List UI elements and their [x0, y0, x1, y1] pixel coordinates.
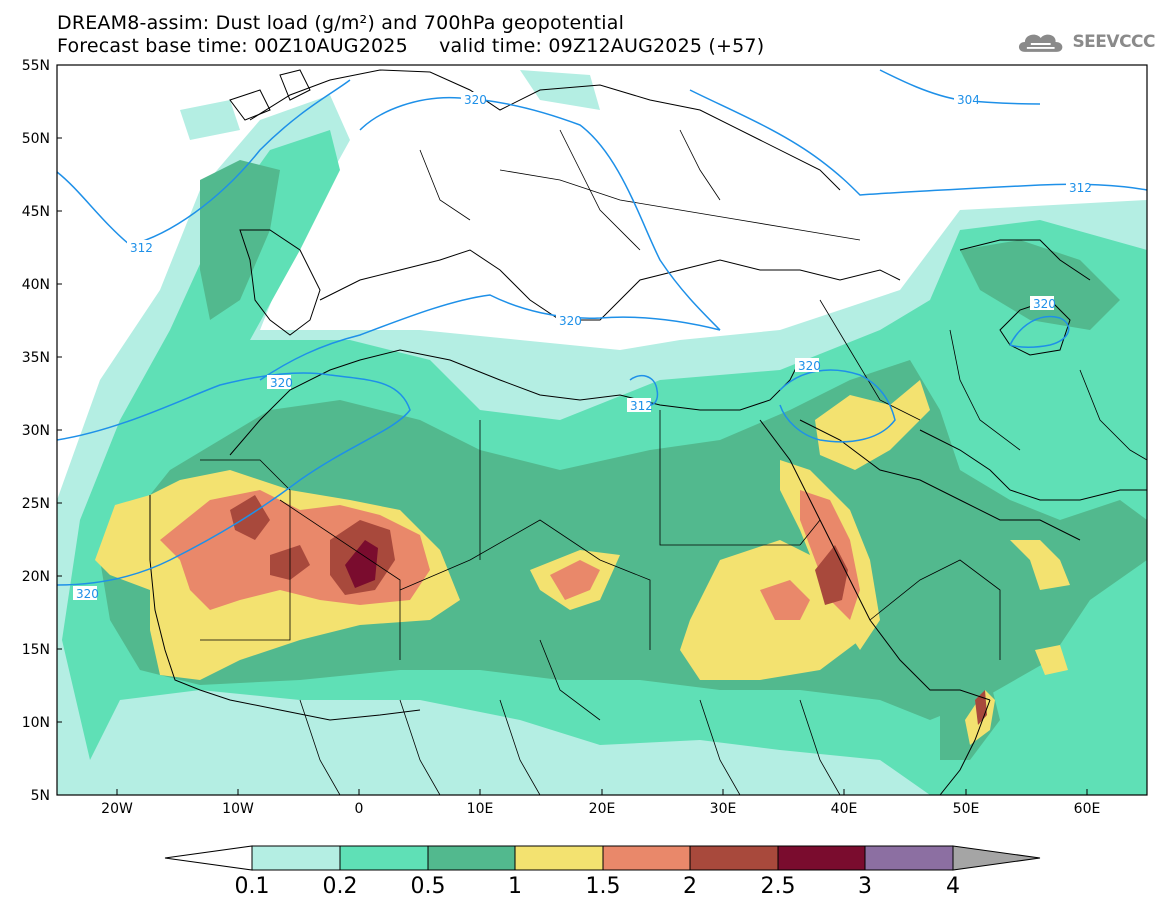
lon-label: 20E: [589, 801, 616, 817]
colorbar-segment: [514, 845, 604, 871]
lon-tick: 10E: [467, 789, 494, 817]
lat-label: 40N: [22, 277, 50, 293]
lon-label: 0: [355, 801, 364, 817]
colorbar-label: 3: [858, 874, 872, 899]
lat-label: 15N: [22, 642, 50, 658]
lat-label: 35N: [22, 350, 50, 366]
lat-tick: 5N: [31, 788, 62, 804]
lat-label: 30N: [22, 423, 50, 439]
colorbar-label: 4: [946, 874, 960, 899]
lon-tick: 40E: [831, 789, 858, 817]
lat-tick: 20N: [22, 569, 62, 585]
lat-label: 55N: [22, 58, 50, 74]
lat-label: 50N: [22, 131, 50, 147]
lon-label: 20W: [101, 801, 133, 817]
colorbar-label: 0.2: [323, 874, 358, 899]
colorbar-label: 0.5: [411, 874, 446, 899]
contour-label: 312: [1069, 181, 1092, 195]
lat-label: 25N: [22, 496, 50, 512]
logo-text: SEEVCCC: [1072, 32, 1155, 52]
lat-tick: 55N: [22, 58, 62, 74]
lon-tick: 60E: [1074, 789, 1101, 817]
contour-label: 320: [464, 93, 487, 107]
contour-label: 320: [559, 314, 582, 328]
contour-label: 320: [270, 376, 293, 390]
map-subtitle: Forecast base time: 00Z10AUG2025 valid t…: [57, 35, 765, 57]
lon-label: 50E: [953, 801, 980, 817]
colorbar-segment: [689, 845, 779, 871]
lon-tick: 50E: [953, 789, 980, 817]
lat-tick: 15N: [22, 642, 62, 658]
colorbar-label: 1: [508, 874, 522, 899]
lon-tick: 20W: [101, 789, 133, 817]
lat-label: 45N: [22, 204, 50, 220]
contour-labels: 304 312 312 312 320 320 320 320 320 320: [73, 92, 1092, 601]
lat-tick: 10N: [22, 715, 62, 731]
colorbar-segment: [339, 845, 429, 871]
contour-label: 304: [957, 93, 980, 107]
lat-tick: 50N: [22, 131, 62, 147]
latitude-axis: 55N 50N 45N 40N 35N 30N 25N 20N 15N 10N …: [22, 58, 62, 804]
country-borders: [200, 129, 1147, 795]
lat-label: 5N: [31, 788, 50, 804]
dust-field: 304 312 312 312 320 320 320 320 320 320: [57, 65, 1147, 795]
lat-tick: 25N: [22, 496, 62, 512]
colorbar-label: 2: [683, 874, 697, 899]
contour-label: 320: [798, 359, 821, 373]
dust-band-2.5: [345, 540, 378, 588]
lon-label: 40E: [831, 801, 858, 817]
lon-tick: 30E: [710, 789, 737, 817]
colorbar-segment: [777, 845, 866, 871]
colorbar-label: 2.5: [761, 874, 796, 899]
contour-label: 320: [1033, 297, 1056, 311]
lon-tick: 10W: [222, 789, 254, 817]
colorbar-segment: [427, 845, 516, 871]
map-title: DREAM8-assim: Dust load (g/m²) and 700hP…: [57, 12, 625, 34]
colorbar-upper-arrow: [952, 845, 1041, 871]
colorbar-segment: [251, 845, 341, 871]
lon-tick: 20E: [589, 789, 616, 817]
seevccc-logo: SEEVCCC: [1015, 26, 1155, 58]
colorbar-label: 0.1: [235, 874, 270, 899]
contour-label: 320: [76, 587, 99, 601]
lon-tick: 0: [355, 789, 364, 817]
cloud-icon: [1018, 34, 1063, 52]
colorbar: [164, 845, 1041, 871]
lon-label: 10W: [222, 801, 254, 817]
lat-tick: 30N: [22, 423, 62, 439]
colorbar-label: 1.5: [586, 874, 621, 899]
lat-tick: 45N: [22, 204, 62, 220]
contour-label: 312: [630, 399, 653, 413]
lat-label: 10N: [22, 715, 50, 731]
lat-tick: 40N: [22, 277, 62, 293]
lat-label: 20N: [22, 569, 50, 585]
colorbar-labels: 0.1 0.2 0.5 1 1.5 2 2.5 3 4: [235, 874, 961, 899]
contour-label: 312: [130, 241, 153, 255]
colorbar-lower-arrow: [164, 845, 253, 871]
colorbar-segment: [864, 845, 954, 871]
lon-label: 60E: [1074, 801, 1101, 817]
colorbar-segment: [602, 845, 691, 871]
lon-label: 30E: [710, 801, 737, 817]
longitude-axis: 20W 10W 0 10E 20E 30E 40E 50E 60E: [101, 789, 1100, 817]
lat-tick: 35N: [22, 350, 62, 366]
lon-label: 10E: [467, 801, 494, 817]
